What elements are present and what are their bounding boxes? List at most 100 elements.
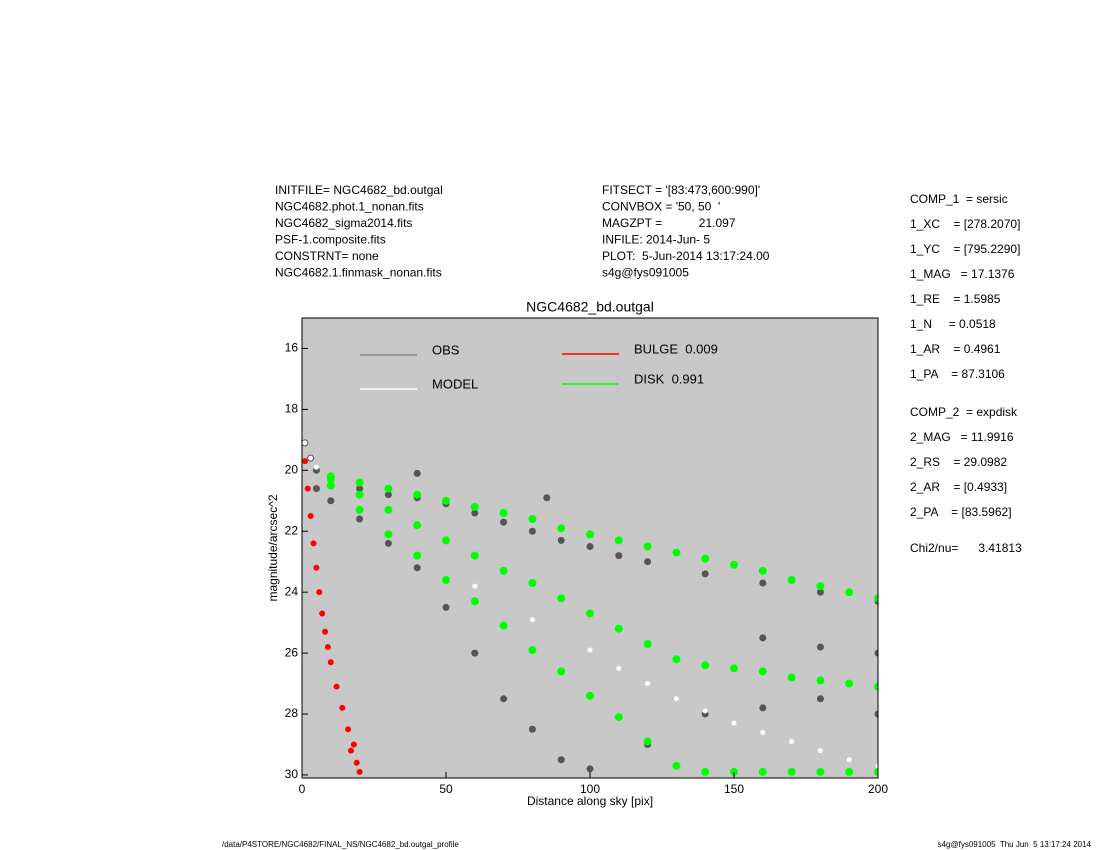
point (442, 575, 450, 584)
point (356, 485, 364, 493)
point (327, 497, 335, 505)
point (586, 542, 594, 550)
point (384, 505, 393, 514)
point (347, 747, 354, 754)
header-middle-line: s4g@fys091005 (602, 266, 689, 280)
legend-label: DISK 0.991 (634, 371, 704, 386)
point (787, 575, 796, 584)
fit-parameter: 1_RE = 1.5985 (910, 292, 1001, 306)
point (304, 485, 311, 492)
point (758, 566, 767, 575)
point (471, 649, 479, 657)
point (875, 763, 878, 769)
y-tick-label: 26 (285, 645, 299, 659)
point (816, 582, 825, 591)
fit-parameter: 2_PA = [83.5962] (910, 505, 1012, 519)
fit-parameter: 1_MAG = 17.1376 (910, 267, 1015, 281)
point (874, 649, 878, 657)
point (874, 767, 878, 776)
point (470, 597, 479, 606)
header-middle-line: FITSECT = '[83:473,600:990]' (602, 183, 760, 197)
point (701, 570, 709, 578)
point (327, 659, 334, 666)
point (701, 661, 710, 670)
y-tick-label: 20 (285, 462, 299, 476)
point (499, 566, 508, 575)
point (816, 676, 825, 685)
fit-parameter: 1_YC = [795.2290] (910, 242, 1020, 256)
point (643, 639, 652, 648)
fit-parameter: 1_XC = [278.2070] (910, 217, 1020, 231)
y-tick-label: 16 (285, 341, 299, 355)
point (557, 524, 566, 533)
y-tick-label: 18 (285, 402, 299, 416)
point (324, 644, 331, 651)
point (355, 505, 364, 514)
point (816, 767, 825, 776)
point (313, 564, 320, 571)
point (845, 679, 854, 688)
point (308, 455, 314, 461)
x-tick-label: 50 (439, 782, 453, 796)
footer-stamp: s4g@fys091005 Thu Jun 5 13:17:24 2014 (938, 840, 1092, 849)
point (499, 621, 508, 630)
point (528, 515, 537, 524)
point (586, 609, 594, 618)
point (528, 646, 537, 655)
point (413, 521, 422, 530)
point (413, 551, 422, 560)
point (442, 536, 450, 545)
point (470, 551, 479, 560)
x-tick-label: 100 (580, 782, 600, 796)
point (787, 673, 796, 682)
legend-label: BULGE 0.009 (634, 341, 718, 356)
point (528, 725, 536, 733)
header-middle-line: INFILE: 2014-Jun- 5 (602, 233, 710, 247)
point (557, 594, 566, 603)
x-tick-label: 0 (299, 782, 306, 796)
point (817, 748, 823, 754)
point (816, 588, 824, 596)
point (413, 564, 421, 572)
point (333, 683, 340, 690)
point (759, 634, 767, 642)
point (350, 741, 357, 748)
header-left-line: CONSTRNT= none (275, 249, 379, 263)
fit-parameter: 1_AR = 0.4961 (910, 342, 1001, 356)
point (845, 588, 854, 597)
point (384, 484, 393, 493)
point (758, 667, 767, 676)
fit-parameter: 2_MAG = 11.9916 (910, 430, 1014, 444)
point (471, 509, 479, 517)
point (759, 704, 767, 712)
point (528, 579, 537, 588)
point (356, 768, 363, 775)
point (730, 664, 738, 673)
point (760, 729, 766, 735)
point (644, 558, 652, 566)
header-left-line: PSF-1.composite.fits (275, 233, 386, 247)
footer-path: /data/P4STORE/NGC4682/FINAL_NS/NGC4682_b… (222, 840, 459, 849)
point (615, 552, 623, 560)
fit-parameter: 2_RS = 29.0982 (910, 455, 1007, 469)
point (643, 737, 652, 746)
point (470, 502, 479, 511)
fit-parameter: COMP_1 = sersic (910, 192, 1008, 206)
point (759, 579, 767, 587)
point (413, 490, 422, 499)
point (356, 515, 364, 523)
points (302, 439, 878, 776)
point (499, 508, 508, 517)
point (310, 540, 317, 547)
y-axis-label: magnitude/arcsec^2 (266, 494, 280, 601)
point (312, 485, 320, 493)
header-left-line: NGC4682.phot.1_nonan.fits (275, 200, 424, 214)
point (355, 478, 364, 487)
point (302, 440, 308, 446)
point (345, 726, 352, 733)
x-tick-label: 200 (868, 782, 888, 796)
point (731, 720, 737, 726)
point (339, 704, 346, 711)
point (384, 539, 392, 547)
point (384, 491, 392, 499)
